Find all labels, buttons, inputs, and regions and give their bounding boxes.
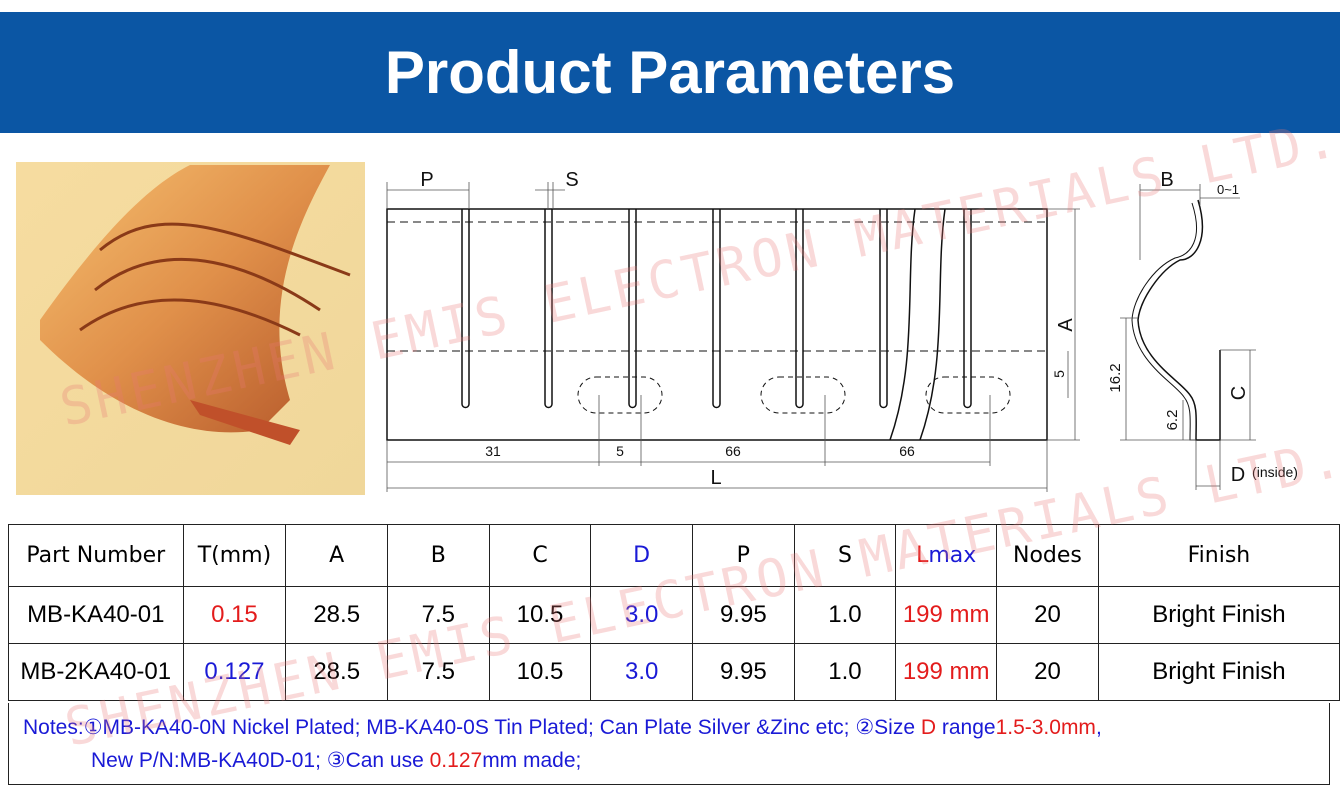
table-cell: 1.0 xyxy=(793,643,897,701)
table-cell: 28.5 xyxy=(285,586,389,644)
header-cell: Lmax xyxy=(895,524,998,587)
header-cell: P xyxy=(691,524,795,587)
table-cell: 3.0 xyxy=(590,643,693,701)
photo-edge xyxy=(190,400,300,445)
header-cell: C xyxy=(488,524,592,587)
side-view xyxy=(1120,184,1256,490)
note-text: range xyxy=(936,716,996,739)
header-cell: T(mm) xyxy=(182,524,287,587)
table-cell: Bright Finish xyxy=(1097,643,1340,701)
dim-label: L xyxy=(710,467,721,489)
table-cell: 10.5 xyxy=(488,643,592,701)
dim-label: (inside) xyxy=(1252,464,1298,480)
dim-label: 31 xyxy=(485,443,501,459)
table-cell: 9.95 xyxy=(691,643,795,701)
header-row: Part Number T(mm) A B C D P S Lmax Nodes Finish xyxy=(8,524,1340,587)
parameter-table: Part Number T(mm) A B C D P S Lmax Nodes Finish MB-… xyxy=(8,524,1340,701)
note-text: Notes:①MB-KA40-0N Nickel Plated; MB-KA40… xyxy=(23,716,921,739)
dim-label: 5 xyxy=(616,443,624,459)
dim-label: 66 xyxy=(725,443,741,459)
dim-label: 6.2 xyxy=(1164,410,1181,431)
note-text: 0.127 xyxy=(429,749,483,772)
photo-slots xyxy=(79,222,351,337)
header-cell: Finish xyxy=(1097,524,1340,587)
table-row: MB-KA40-01 0.15 28.5 7.5 10.5 3.0 9.95 1.0 199 m… xyxy=(8,586,1340,644)
table-cell: 7.5 xyxy=(387,643,490,701)
table-cell: Bright Finish xyxy=(1097,586,1340,644)
front-labels: P S A 5 31 5 66 66 L xyxy=(420,169,1077,489)
header-cell: S xyxy=(793,524,897,587)
table-cell: 7.5 xyxy=(387,586,490,644)
dim-label: A xyxy=(1055,318,1077,332)
note-text: D xyxy=(920,716,937,739)
table-cell: MB-KA40-01 xyxy=(8,586,184,644)
front-view xyxy=(386,182,1080,492)
dim-label: P xyxy=(420,169,433,191)
table-row: MB-2KA40-01 0.127 28.5 7.5 10.5 3.0 9.95 1.0 199… xyxy=(8,643,1340,701)
table-cell: 10.5 xyxy=(488,586,592,644)
dim-label: 16.2 xyxy=(1107,363,1124,392)
header-text: L xyxy=(916,543,929,568)
dim-label: 66 xyxy=(899,443,915,459)
dim-label: 0~1 xyxy=(1217,182,1239,197)
table-cell: 199 mm xyxy=(895,586,998,644)
header-cell: Nodes xyxy=(996,524,1099,587)
header-cell: D xyxy=(590,524,693,587)
dim-label: D xyxy=(1231,464,1245,486)
dim-label: S xyxy=(565,169,578,191)
note-text: mm made; xyxy=(482,749,582,772)
header-cell: A xyxy=(285,524,389,587)
note-text: New P/N:MB-KA40D-01; ③Can use xyxy=(91,749,430,772)
dim-label: B xyxy=(1160,169,1173,191)
photo-strip xyxy=(40,165,330,433)
table-cell: 1.0 xyxy=(793,586,897,644)
table-cell: 199 mm xyxy=(895,643,998,701)
table-cell: 20 xyxy=(996,643,1099,701)
dim-label: 5 xyxy=(1051,370,1067,378)
table-cell: 9.95 xyxy=(691,586,795,644)
note-line: Notes:①MB-KA40-0N Nickel Plated; MB-KA40… xyxy=(23,711,1329,744)
notes: Notes:①MB-KA40-0N Nickel Plated; MB-KA40… xyxy=(8,703,1330,785)
note-text: , xyxy=(1095,716,1102,739)
side-labels: B 0~1 16.2 6.2 C D (inside) xyxy=(1107,169,1298,486)
table-cell: 0.127 xyxy=(182,643,287,701)
header-cell: B xyxy=(387,524,490,587)
note-text: 1.5-3.0mm xyxy=(995,716,1096,739)
note-line: New P/N:MB-KA40D-01; ③Can use 0.127mm ma… xyxy=(23,744,1329,777)
table-cell: MB-2KA40-01 xyxy=(8,643,184,701)
header-text: max xyxy=(928,543,977,568)
table-cell: 28.5 xyxy=(285,643,389,701)
dim-label: C xyxy=(1228,386,1250,400)
table-cell: 20 xyxy=(996,586,1099,644)
title: Product Parameters xyxy=(0,12,1340,133)
table-cell: 3.0 xyxy=(590,586,693,644)
illustration: P S A 5 31 5 66 66 L B 0~1 16.2 6.2 C D … xyxy=(16,162,1298,495)
table-cell: 0.15 xyxy=(182,586,287,644)
header-cell: Part Number xyxy=(8,524,184,587)
